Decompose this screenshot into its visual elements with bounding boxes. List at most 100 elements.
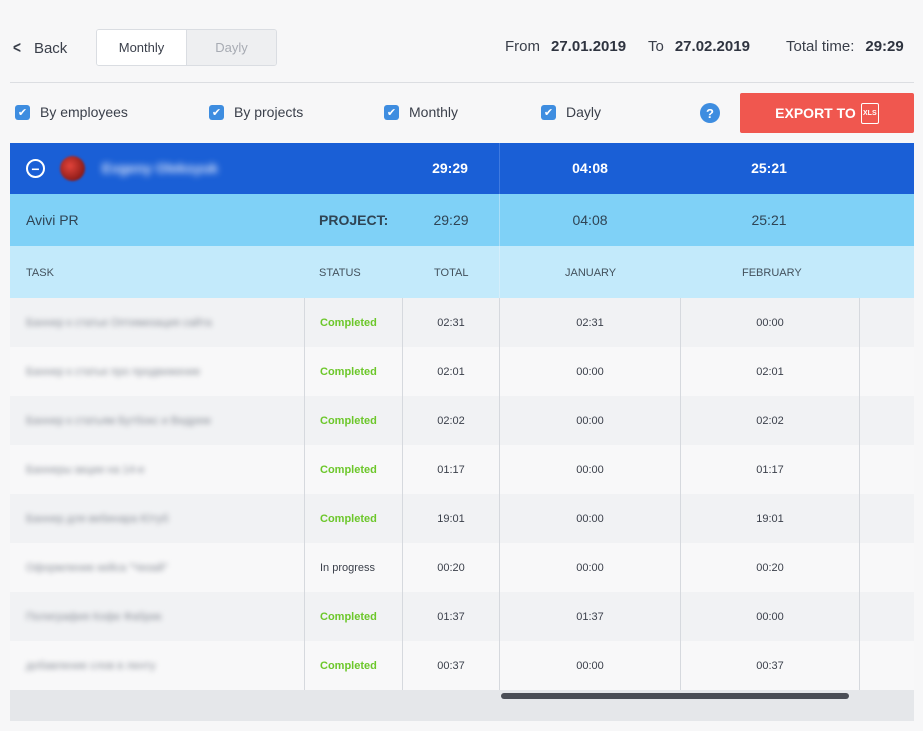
status-badge: Completed (320, 317, 377, 329)
status-badge: Completed (320, 513, 377, 525)
task-february: 02:02 (756, 415, 784, 427)
monthly-label: Monthly (409, 104, 459, 120)
column-task[interactable]: TASK (26, 267, 54, 279)
table-header: TASK STATUS TOTAL JANUARY FEBRUARY (10, 246, 914, 298)
task-january: 00:00 (576, 513, 604, 525)
project-total: 29:29 (433, 212, 469, 228)
table-row[interactable]: добавление слов в ленту Completed 00:37 … (10, 641, 914, 690)
xls-file-icon: XLS (860, 102, 879, 124)
status-badge: Completed (320, 415, 377, 427)
horizontal-scrollbar[interactable] (10, 690, 914, 721)
date-to: To 27.02.2019 (648, 38, 750, 55)
dayly-toggle[interactable]: Dayly (187, 30, 276, 65)
avatar (60, 156, 85, 181)
view-toggle: Monthly Dayly (96, 29, 277, 66)
total-time-value: 29:29 (865, 38, 904, 55)
task-name: Баннер к статье про продвижение (26, 366, 201, 378)
collapse-icon[interactable]: − (26, 159, 45, 178)
column-total[interactable]: TOTAL (434, 267, 469, 279)
employee-name: Evgeny Oleksyuk (102, 160, 218, 176)
by-employees-checkbox[interactable]: ✔ By employees (15, 104, 128, 120)
task-february: 01:17 (756, 464, 784, 476)
task-name: Баннер к статьям Бутбокс и Видрем (26, 415, 211, 427)
monthly-checkbox[interactable]: ✔ Monthly (384, 104, 458, 120)
status-badge: Completed (320, 611, 377, 623)
task-name: Баннер для вебинара Ютуб (26, 513, 169, 525)
project-january: 04:08 (572, 212, 608, 228)
table-row[interactable]: Баннер к статье про продвижение Complete… (10, 347, 914, 396)
divider (10, 82, 914, 83)
table-row[interactable]: Полиграфия Кофе Фабрик Completed 01:37 0… (10, 592, 914, 641)
table-row[interactable]: Баннеры акции на 14-е Completed 01:17 00… (10, 445, 914, 494)
task-name: Баннер к статье Оптимизация сайта (26, 317, 212, 329)
column-february[interactable]: FEBRUARY (742, 267, 802, 279)
total-time-label: Total time: (786, 38, 855, 55)
task-february: 00:00 (756, 317, 784, 329)
from-value[interactable]: 27.01.2019 (551, 38, 627, 55)
task-january: 00:00 (576, 415, 604, 427)
table-row[interactable]: Баннер к статьям Бутбокс и Видрем Comple… (10, 396, 914, 445)
checkmark-icon: ✔ (209, 104, 224, 120)
export-label: EXPORT TO (775, 105, 856, 121)
dayly-checkbox[interactable]: ✔ Dayly (541, 104, 601, 120)
task-total: 00:37 (437, 660, 465, 672)
column-divider (499, 194, 500, 246)
back-label: Back (33, 39, 68, 57)
employee-january: 04:08 (572, 160, 608, 176)
checkmark-icon: ✔ (384, 104, 399, 120)
column-divider (499, 143, 500, 194)
task-total: 02:01 (437, 366, 465, 378)
date-from: From 27.01.2019 (505, 38, 626, 55)
task-february: 02:01 (756, 366, 784, 378)
task-january: 00:00 (576, 366, 604, 378)
checkmark-icon: ✔ (15, 104, 30, 120)
status-badge: In progress (320, 562, 376, 574)
task-total: 02:31 (437, 317, 465, 329)
task-february: 00:20 (756, 562, 784, 574)
chevron-left-icon: < (12, 38, 21, 57)
scrollbar-thumb[interactable] (501, 693, 849, 699)
status-badge: Completed (320, 464, 377, 476)
task-january: 01:37 (576, 611, 604, 623)
employee-row[interactable]: − Evgeny Oleksyuk 29:29 04:08 25:21 (10, 143, 914, 194)
table-body: Баннер к статье Оптимизация сайта Comple… (10, 298, 914, 690)
column-status[interactable]: STATUS (319, 267, 361, 279)
task-february: 00:00 (756, 611, 784, 623)
task-february: 19:01 (756, 513, 784, 525)
task-january: 00:00 (576, 464, 604, 476)
project-row[interactable]: Avivi PR PROJECT: 29:29 04:08 25:21 (10, 194, 914, 246)
to-value[interactable]: 27.02.2019 (674, 38, 750, 55)
table-row[interactable]: Оформление кейса "Чизай" In progress 00:… (10, 543, 914, 592)
monthly-toggle[interactable]: Monthly (97, 30, 187, 65)
status-badge: Completed (320, 660, 377, 672)
help-icon[interactable]: ? (700, 103, 720, 123)
export-xls-button[interactable]: EXPORT TO XLS (740, 93, 914, 133)
to-label: To (648, 38, 664, 55)
dayly-label: Dayly (566, 104, 602, 120)
by-projects-checkbox[interactable]: ✔ By projects (209, 104, 303, 120)
task-total: 02:02 (437, 415, 465, 427)
top-bar: < Back Monthly Dayly From 27.01.2019 To … (0, 0, 923, 83)
table-row[interactable]: Баннер к статье Оптимизация сайта Comple… (10, 298, 914, 347)
employee-total: 29:29 (432, 160, 468, 176)
task-february: 00:37 (756, 660, 784, 672)
employee-february: 25:21 (751, 160, 787, 176)
task-total: 01:17 (437, 464, 465, 476)
project-february: 25:21 (751, 212, 787, 228)
project-name: Avivi PR (26, 212, 79, 228)
total-time: Total time: 29:29 (786, 38, 904, 55)
task-name: Оформление кейса "Чизай" (26, 562, 168, 574)
from-label: From (505, 38, 540, 55)
filter-bar: ✔ By employees ✔ By projects ✔ Monthly ✔… (0, 104, 923, 124)
back-button[interactable]: < Back (12, 38, 67, 58)
task-january: 02:31 (576, 317, 604, 329)
task-total: 19:01 (437, 513, 465, 525)
table-row[interactable]: Баннер для вебинара Ютуб Completed 19:01… (10, 494, 914, 543)
checkmark-icon: ✔ (541, 104, 556, 120)
task-january: 00:00 (576, 562, 604, 574)
by-projects-label: By projects (234, 104, 304, 120)
task-name: Баннеры акции на 14-е (26, 464, 145, 476)
project-label: PROJECT: (319, 212, 389, 228)
column-january[interactable]: JANUARY (565, 267, 617, 279)
task-total: 00:20 (437, 562, 465, 574)
